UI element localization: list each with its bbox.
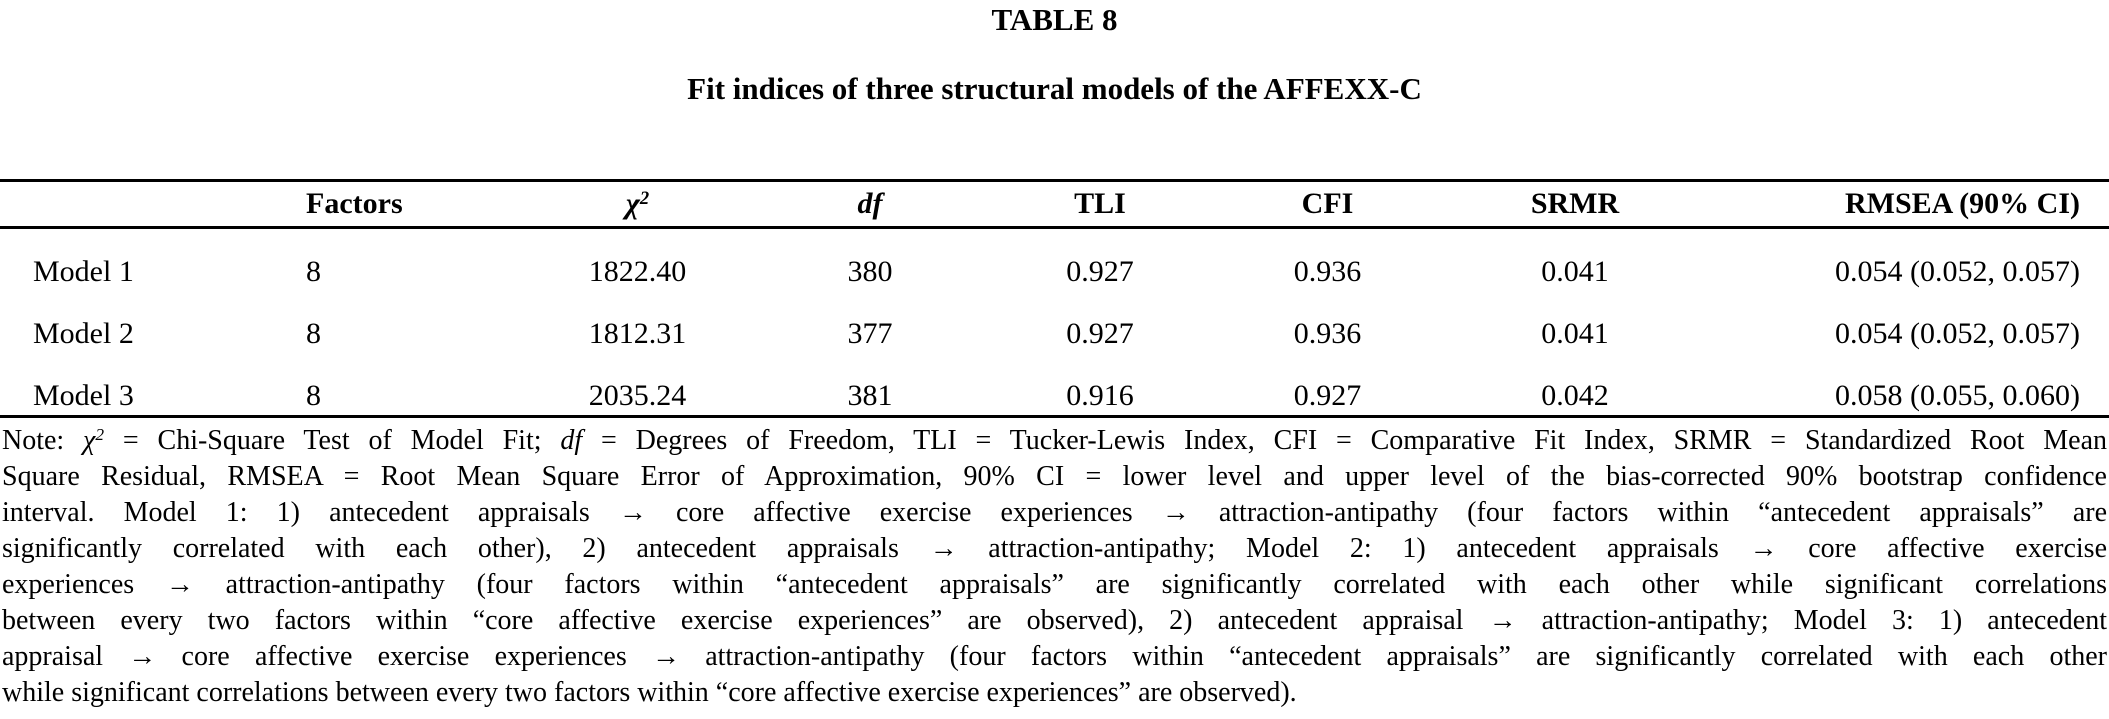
- chi-symbol: χ: [83, 425, 96, 456]
- cell-chi-square: 1822.40: [588, 254, 687, 288]
- header-srmr: SRMR: [1450, 180, 1700, 229]
- cell-model: Model 1: [33, 254, 134, 288]
- note-prefix: Note:: [2, 425, 84, 456]
- header-df: df: [745, 180, 995, 229]
- cell-factors: 8: [306, 379, 321, 413]
- table-caption: Fit indices of three structural models o…: [687, 71, 1422, 106]
- note-line: appraisal → core affective exercise expe…: [2, 641, 2107, 672]
- cell-srmr: 0.041: [1541, 317, 1609, 350]
- cell-cfi: 0.936: [1293, 317, 1362, 350]
- cell-cfi: 0.936: [1293, 254, 1362, 288]
- note-line: interval. Model 1: 1) antecedent apprais…: [2, 497, 2107, 528]
- df-label: df: [857, 187, 883, 220]
- header-tli: TLI: [995, 180, 1205, 229]
- chi-exponent: 2: [639, 187, 650, 209]
- cell-factors: 8: [306, 254, 321, 288]
- table-number: TABLE 8: [991, 2, 1118, 37]
- header-chi-square: χ2: [530, 180, 745, 229]
- note-line: Square Residual, RMSEA = Root Mean Squar…: [2, 461, 2107, 492]
- table-header-row: Factors χ2 df TLI CFI SRMR RMSEA (90% CI…: [0, 180, 2109, 229]
- cell-rmsea: 0.054 (0.052, 0.057): [1835, 254, 2080, 288]
- note-line: while significant correlations between e…: [2, 677, 1297, 708]
- table-row: Model 1 8 1822.40 380 0.927 0.936 0.041 …: [0, 228, 2109, 291]
- cell-model: Model 2: [33, 317, 134, 350]
- chi-symbol: χ: [625, 187, 640, 220]
- note-segment: = Chi-Square Test of Model Fit;: [104, 425, 561, 456]
- cell-df: 380: [847, 254, 893, 288]
- cell-srmr: 0.041: [1541, 254, 1609, 288]
- header-cfi: CFI: [1205, 180, 1450, 229]
- cell-tli: 0.927: [1066, 254, 1134, 288]
- cell-rmsea: 0.058 (0.055, 0.060): [1835, 379, 2080, 413]
- cell-model: Model 3: [33, 379, 134, 413]
- df-label: df: [560, 425, 583, 456]
- chi-exponent: 2: [95, 425, 105, 445]
- cell-df: 381: [847, 379, 893, 413]
- cell-srmr: 0.042: [1541, 379, 1609, 413]
- note-line: Note: χ2 = Chi-Square Test of Model Fit;…: [2, 423, 2107, 459]
- note-line: significantly correlated with each other…: [2, 533, 2107, 564]
- header-rmsea: RMSEA (90% CI): [1700, 180, 2109, 229]
- header-factors: Factors: [270, 180, 530, 229]
- table-row: Model 2 8 1812.31 377 0.927 0.936 0.041 …: [0, 291, 2109, 354]
- cell-rmsea: 0.054 (0.052, 0.057): [1835, 317, 2080, 350]
- note-line: experiences → attraction-antipathy (four…: [2, 569, 2107, 600]
- note-segment: = Degrees of Freedom, TLI = Tucker-Lewis…: [582, 425, 2107, 456]
- cell-tli: 0.927: [1066, 317, 1134, 350]
- cell-factors: 8: [306, 317, 321, 350]
- cell-df: 377: [847, 317, 893, 350]
- cell-tli: 0.916: [1066, 379, 1134, 413]
- table-row: Model 3 8 2035.24 381 0.916 0.927 0.042 …: [0, 354, 2109, 417]
- cell-chi-square: 1812.31: [588, 317, 687, 350]
- table-note: Note: χ2 = Chi-Square Test of Model Fit;…: [0, 423, 2109, 711]
- fit-indices-table: Factors χ2 df TLI CFI SRMR RMSEA (90% CI…: [0, 179, 2109, 418]
- note-line: between every two factors within “core a…: [2, 605, 2107, 636]
- cell-chi-square: 2035.24: [588, 379, 687, 413]
- header-model: [0, 180, 270, 229]
- cell-cfi: 0.927: [1293, 379, 1362, 413]
